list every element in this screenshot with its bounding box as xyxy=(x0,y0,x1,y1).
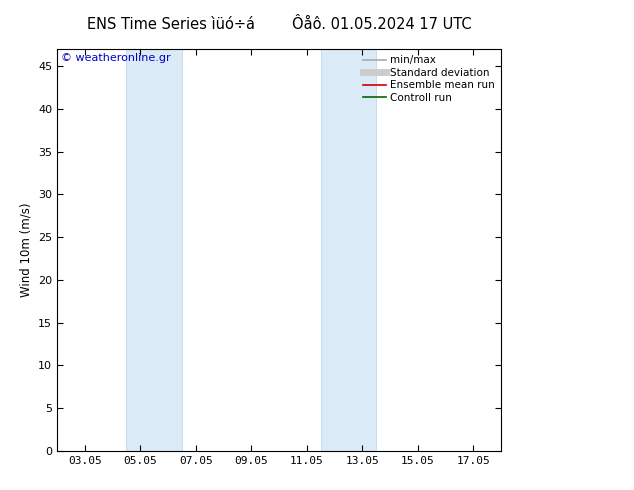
Legend: min/max, Standard deviation, Ensemble mean run, Controll run: min/max, Standard deviation, Ensemble me… xyxy=(359,51,499,107)
Text: ENS Time Series ìüó÷á        Ôåô. 01.05.2024 17 UTC: ENS Time Series ìüó÷á Ôåô. 01.05.2024 17… xyxy=(87,17,471,32)
Bar xyxy=(126,49,182,451)
Y-axis label: Wind 10m (m/s): Wind 10m (m/s) xyxy=(20,203,32,297)
Text: © weatheronline.gr: © weatheronline.gr xyxy=(61,53,171,63)
Bar xyxy=(321,49,376,451)
